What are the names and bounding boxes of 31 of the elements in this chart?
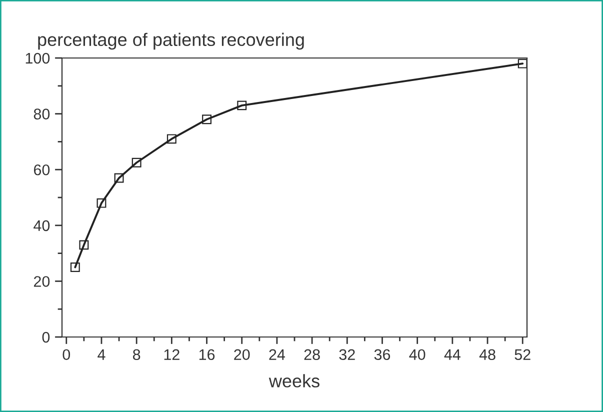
point	[166, 134, 176, 144]
y-tick-label: 80	[34, 108, 50, 120]
point	[202, 114, 212, 124]
point	[79, 240, 89, 250]
x-tick-label: 12	[164, 349, 180, 360]
point	[96, 198, 106, 208]
x-tick-label: 0	[62, 349, 70, 360]
x-tick-label: 36	[374, 349, 390, 360]
y-tick-label: 0	[42, 332, 50, 343]
y-tick-label: 100	[26, 52, 50, 64]
x-tick-label: 24	[269, 349, 286, 360]
x-tick-label: 32	[339, 349, 355, 360]
x-tick-label: 8	[132, 349, 140, 360]
point	[132, 158, 142, 168]
x-tick-label: 48	[479, 349, 496, 360]
y-tick-label: 40	[34, 220, 50, 232]
y-tick-label: 20	[34, 276, 50, 287]
x-tick-label: 16	[199, 349, 215, 360]
x-tick-label: 4	[98, 349, 106, 360]
y-tick-label: 60	[34, 164, 50, 176]
x-tick-label: 44	[444, 349, 460, 360]
y-axis-title: percentage of patients recovering	[38, 32, 304, 50]
x-tick-label: 20	[234, 349, 250, 360]
x-tick-label: 40	[409, 349, 426, 360]
point	[237, 100, 247, 110]
point	[70, 262, 80, 272]
x-tick-label: 28	[304, 349, 320, 360]
x-axis-title: weeks	[268, 374, 320, 388]
point	[114, 173, 124, 183]
point	[518, 58, 527, 68]
x-tick-label: 52	[514, 349, 530, 360]
